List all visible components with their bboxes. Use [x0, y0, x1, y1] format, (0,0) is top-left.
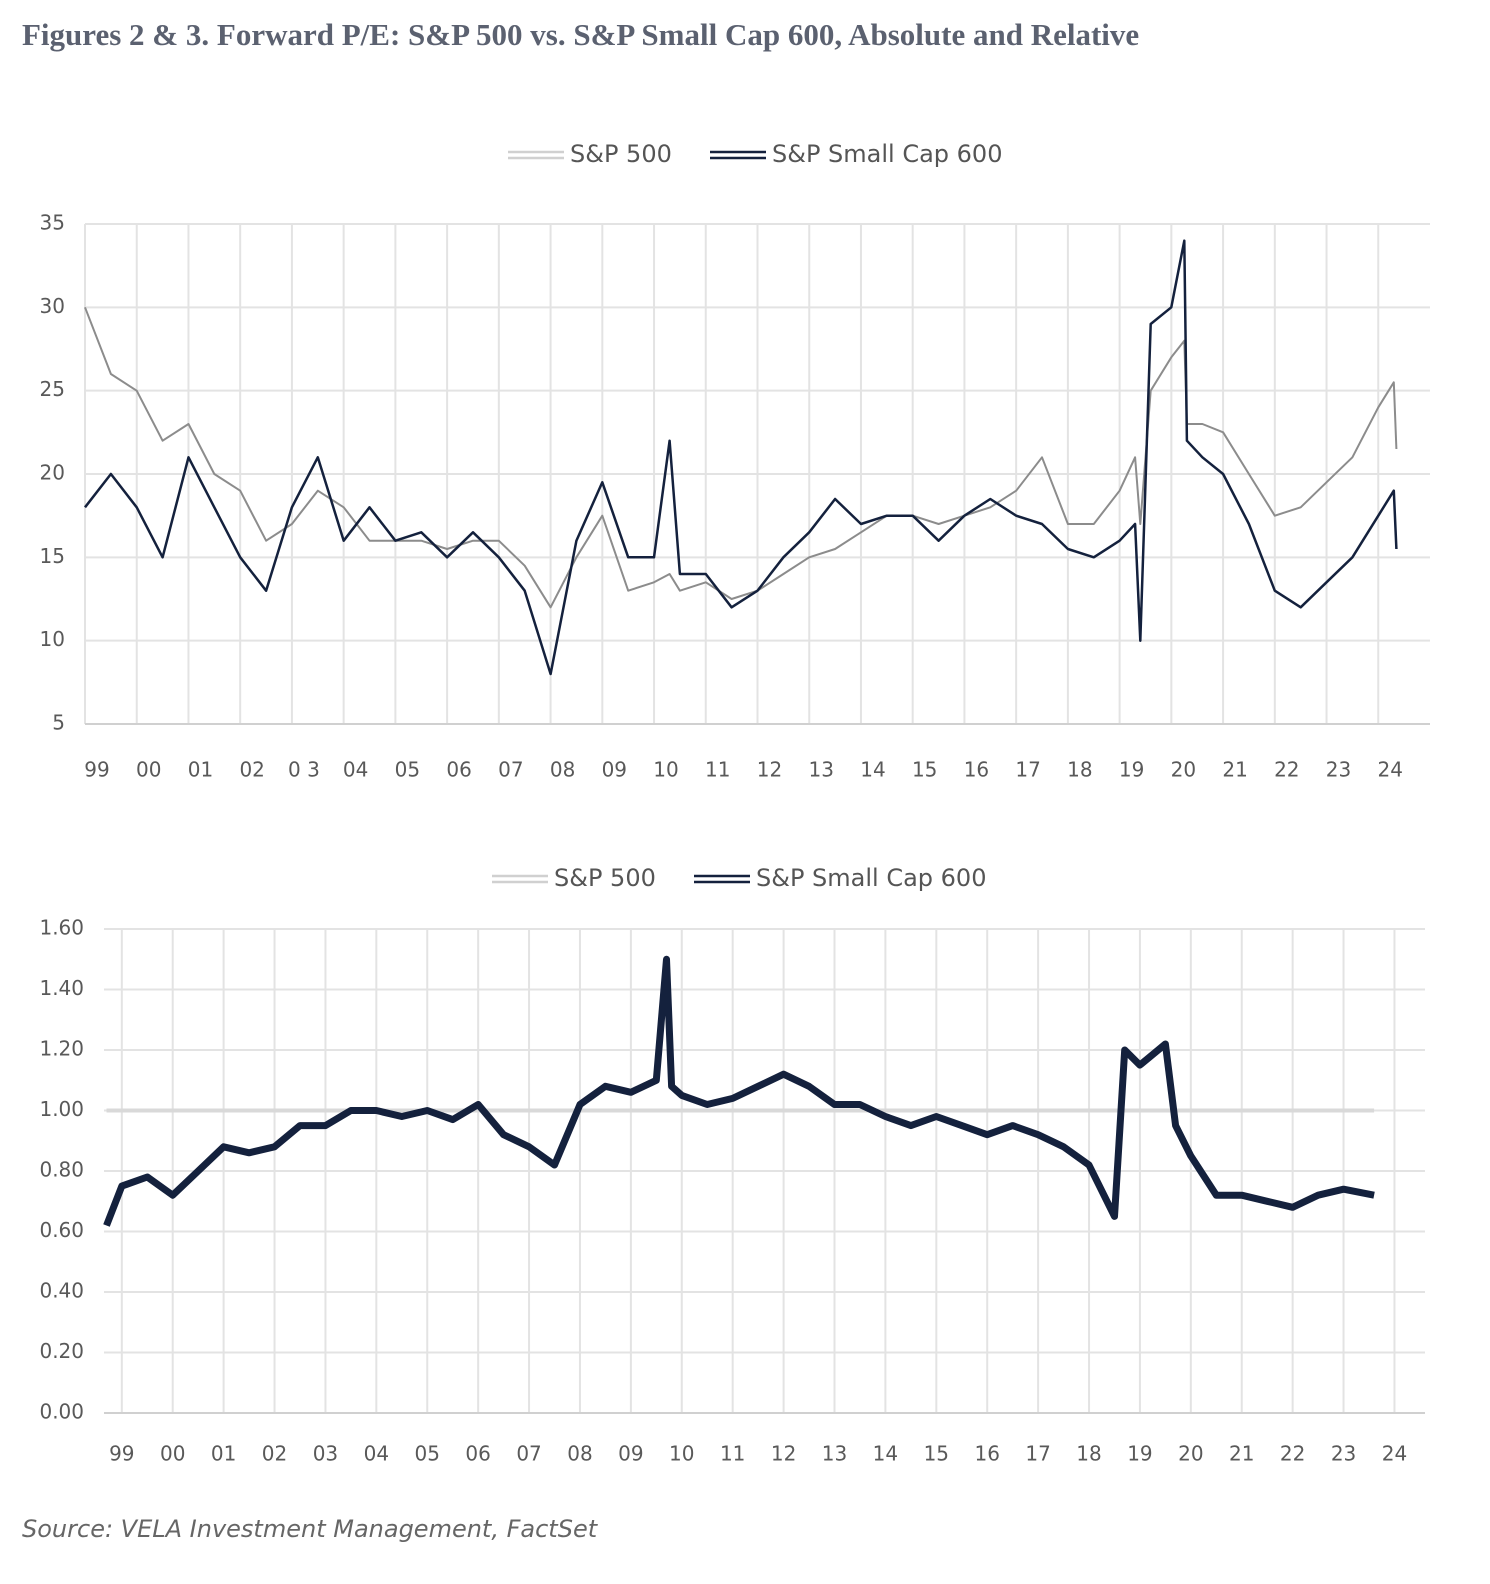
x-tick-label: 20 [1178, 1442, 1203, 1466]
x-tick-label: 07 [516, 1442, 541, 1466]
y-tick-label: 1.20 [39, 1037, 84, 1061]
x-tick-label: 0 3 [288, 758, 320, 782]
x-tick-label: 05 [415, 1442, 440, 1466]
x-tick-label: 00 [160, 1442, 185, 1466]
y-tick-label: 25 [40, 377, 65, 401]
x-tick-label: 16 [964, 758, 989, 782]
y-tick-label: 35 [40, 211, 65, 235]
x-tick-label: 13 [822, 1442, 847, 1466]
x-tick-label: 99 [84, 758, 109, 782]
x-tick-label: 08 [550, 758, 575, 782]
x-tick-label: 99 [109, 1442, 134, 1466]
series-line [84, 306, 1398, 609]
x-tick-label: 24 [1382, 1442, 1407, 1466]
x-tick-label: 19 [1119, 758, 1144, 782]
x-tick-label: 24 [1378, 758, 1403, 782]
x-tick-label: 19 [1127, 1442, 1152, 1466]
y-tick-label: 10 [40, 627, 65, 651]
x-tick-label: 05 [395, 758, 420, 782]
y-tick-label: 0.60 [39, 1218, 84, 1242]
x-tick-label: 18 [1076, 1442, 1101, 1466]
x-tick-label: 06 [465, 1442, 490, 1466]
x-tick-label: 17 [1015, 758, 1040, 782]
x-tick-label: 06 [446, 758, 471, 782]
x-tick-label: 16 [974, 1442, 999, 1466]
legend-label: S&P Small Cap 600 [772, 140, 1002, 168]
x-tick-label: 14 [860, 758, 885, 782]
legend-label: S&P Small Cap 600 [756, 864, 986, 892]
y-tick-label: 1.60 [39, 916, 84, 940]
x-tick-label: 09 [602, 758, 627, 782]
x-tick-label: 04 [343, 758, 368, 782]
x-tick-label: 01 [211, 1442, 236, 1466]
y-tick-label: 0.80 [39, 1158, 84, 1182]
y-tick-label: 0.40 [39, 1279, 84, 1303]
x-tick-label: 23 [1326, 758, 1351, 782]
x-tick-label: 18 [1067, 758, 1092, 782]
x-tick-label: 12 [771, 1442, 796, 1466]
x-tick-label: 11 [720, 1442, 745, 1466]
x-tick-label: 07 [498, 758, 523, 782]
x-tick-label: 08 [567, 1442, 592, 1466]
y-tick-label: 1.00 [39, 1097, 84, 1121]
figure-title: Figures 2 & 3. Forward P/E: S&P 500 vs. … [22, 17, 1139, 52]
series-line [84, 239, 1398, 676]
x-tick-label: 10 [669, 1442, 694, 1466]
x-tick-label: 13 [809, 758, 834, 782]
x-tick-label: 21 [1229, 1442, 1254, 1466]
series-line [103, 955, 1375, 1227]
legend-label: S&P 500 [554, 864, 656, 892]
x-tick-label: 15 [924, 1442, 949, 1466]
x-tick-label: 15 [912, 758, 937, 782]
y-tick-label: 20 [40, 461, 65, 485]
source-note: Source: VELA Investment Management, Fact… [22, 1515, 599, 1543]
x-tick-label: 22 [1274, 758, 1299, 782]
x-tick-label: 21 [1222, 758, 1247, 782]
x-tick-label: 04 [364, 1442, 389, 1466]
x-tick-label: 10 [653, 758, 678, 782]
y-tick-label: 0.00 [39, 1400, 84, 1424]
x-tick-label: 11 [705, 758, 730, 782]
x-tick-label: 02 [239, 758, 264, 782]
y-tick-label: 15 [40, 544, 65, 568]
y-tick-label: 5 [52, 711, 65, 735]
x-tick-label: 09 [618, 1442, 643, 1466]
y-tick-label: 30 [40, 294, 65, 318]
x-tick-label: 03 [313, 1442, 338, 1466]
x-tick-label: 12 [757, 758, 782, 782]
x-tick-label: 17 [1025, 1442, 1050, 1466]
x-tick-label: 01 [188, 758, 213, 782]
x-tick-label: 23 [1331, 1442, 1356, 1466]
x-tick-label: 14 [873, 1442, 898, 1466]
legend-label: S&P 500 [570, 140, 672, 168]
x-tick-label: 22 [1280, 1442, 1305, 1466]
y-tick-label: 1.40 [39, 976, 84, 1000]
x-tick-label: 02 [262, 1442, 287, 1466]
y-tick-label: 0.20 [39, 1339, 84, 1363]
x-tick-label: 00 [136, 758, 161, 782]
x-tick-label: 20 [1171, 758, 1196, 782]
